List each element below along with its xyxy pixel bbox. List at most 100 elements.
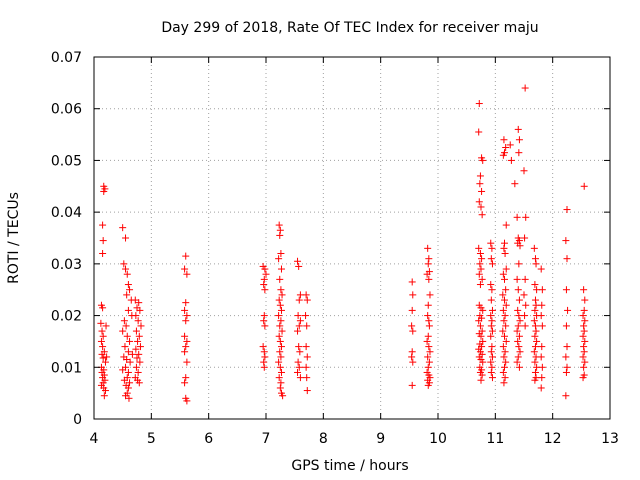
data-point [516,317,524,325]
data-point [538,322,546,330]
data-point [295,343,303,351]
data-point [514,353,522,361]
data-point [303,387,311,395]
data-point [515,296,523,304]
y-axis-label: ROTI / TECUs [6,192,22,284]
data-point [500,317,508,325]
data-point [181,265,189,273]
data-point [475,100,483,108]
data-point [101,185,109,193]
data-point [538,343,546,351]
data-point [132,327,140,335]
data-point [514,337,522,345]
data-point [515,136,523,144]
data-point [500,353,508,361]
data-point [260,348,268,356]
data-point [488,286,496,294]
data-point [424,312,432,320]
data-point [476,281,484,289]
data-point [303,353,311,361]
data-point [183,337,191,345]
data-point [276,384,284,392]
data-point [182,374,190,382]
data-point [181,348,189,356]
data-point [408,278,416,286]
data-point [502,301,510,309]
data-point [275,296,283,304]
data-point [501,312,509,320]
data-point [182,252,190,260]
data-point [134,337,142,345]
data-point [295,363,303,371]
data-point [564,306,572,314]
data-point [476,250,484,258]
data-point [488,260,496,268]
data-point [124,368,132,376]
data-point [99,237,107,245]
data-point [260,358,268,366]
data-point [530,244,538,252]
data-point [277,306,285,314]
data-point [278,291,286,299]
data-point [501,348,509,356]
data-point [425,343,433,351]
data-point [475,270,483,278]
data-point [132,345,140,353]
data-point [499,368,507,376]
data-point [120,260,128,268]
data-point [563,343,571,351]
data-point [277,317,285,325]
data-point [126,337,134,345]
data-point [277,265,285,273]
data-point [580,306,588,314]
data-point [499,343,507,351]
data-point [513,213,521,221]
data-point [521,234,529,242]
data-point [475,128,483,136]
data-point [487,281,495,289]
data-point [488,343,496,351]
data-point [521,275,529,283]
data-point [121,343,129,351]
data-point [279,392,287,400]
x-tick-label: 6 [204,431,213,447]
data-point [136,358,144,366]
data-point [514,125,522,133]
data-point [132,312,140,320]
data-point [514,322,522,330]
data-point [182,343,190,351]
data-point [132,363,140,371]
data-point [99,250,107,258]
data-point [502,286,510,294]
data-point [424,301,432,309]
data-point [513,358,521,366]
data-point [580,343,588,351]
data-point [424,244,432,252]
data-point [531,332,539,340]
x-tick-label: 12 [544,431,562,447]
data-point [425,275,433,283]
data-point [303,322,311,330]
data-point [423,337,431,345]
data-point [261,265,269,273]
data-point [520,291,528,299]
data-point [506,141,514,149]
data-point [276,226,284,234]
data-point [511,180,519,188]
data-point [531,281,539,289]
data-point [99,304,107,312]
data-point [409,291,417,299]
x-tick-label: 10 [429,431,447,447]
data-point [182,299,190,307]
data-point [120,317,128,325]
x-tick-label: 8 [319,431,328,447]
data-point [514,286,522,294]
data-point [538,286,546,294]
data-point [303,374,311,382]
data-point [479,358,487,366]
data-point [100,392,108,400]
data-points [97,84,589,405]
data-point [122,265,130,273]
data-point [425,358,433,366]
data-point [181,332,189,340]
